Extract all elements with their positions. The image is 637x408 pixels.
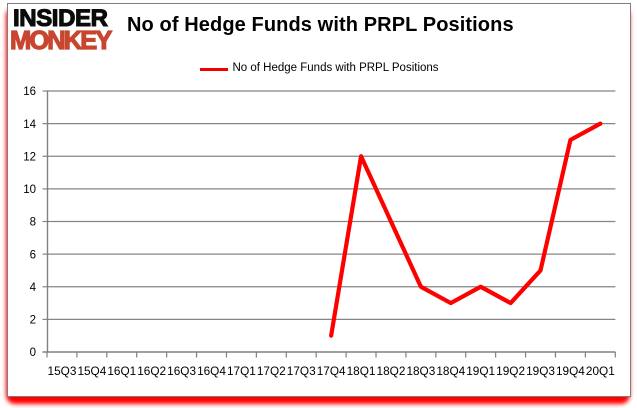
svg-text:15Q4: 15Q4 (77, 364, 106, 378)
svg-text:14: 14 (23, 119, 36, 131)
svg-text:16: 16 (23, 86, 36, 98)
svg-text:16Q2: 16Q2 (137, 364, 166, 378)
svg-text:20Q1: 20Q1 (586, 364, 615, 378)
svg-text:17Q4: 17Q4 (317, 364, 346, 378)
svg-text:16Q4: 16Q4 (197, 364, 226, 378)
svg-text:12: 12 (23, 151, 36, 163)
svg-text:0: 0 (30, 347, 36, 359)
svg-text:18Q3: 18Q3 (406, 364, 435, 378)
svg-text:15Q3: 15Q3 (48, 364, 77, 378)
svg-text:19Q2: 19Q2 (496, 364, 525, 378)
svg-text:19Q4: 19Q4 (556, 364, 585, 378)
svg-text:18Q1: 18Q1 (347, 364, 376, 378)
svg-text:17Q3: 17Q3 (287, 364, 316, 378)
svg-text:19Q1: 19Q1 (466, 364, 495, 378)
svg-text:19Q3: 19Q3 (526, 364, 555, 378)
svg-text:18Q2: 18Q2 (377, 364, 406, 378)
svg-text:4: 4 (30, 282, 37, 294)
svg-text:16Q3: 16Q3 (167, 364, 196, 378)
svg-text:18Q4: 18Q4 (436, 364, 465, 378)
svg-text:6: 6 (30, 249, 36, 261)
svg-text:8: 8 (30, 217, 36, 229)
svg-text:17Q1: 17Q1 (227, 364, 256, 378)
svg-text:2: 2 (30, 315, 36, 327)
svg-text:10: 10 (23, 184, 36, 196)
svg-text:16Q1: 16Q1 (107, 364, 136, 378)
svg-text:17Q2: 17Q2 (257, 364, 286, 378)
